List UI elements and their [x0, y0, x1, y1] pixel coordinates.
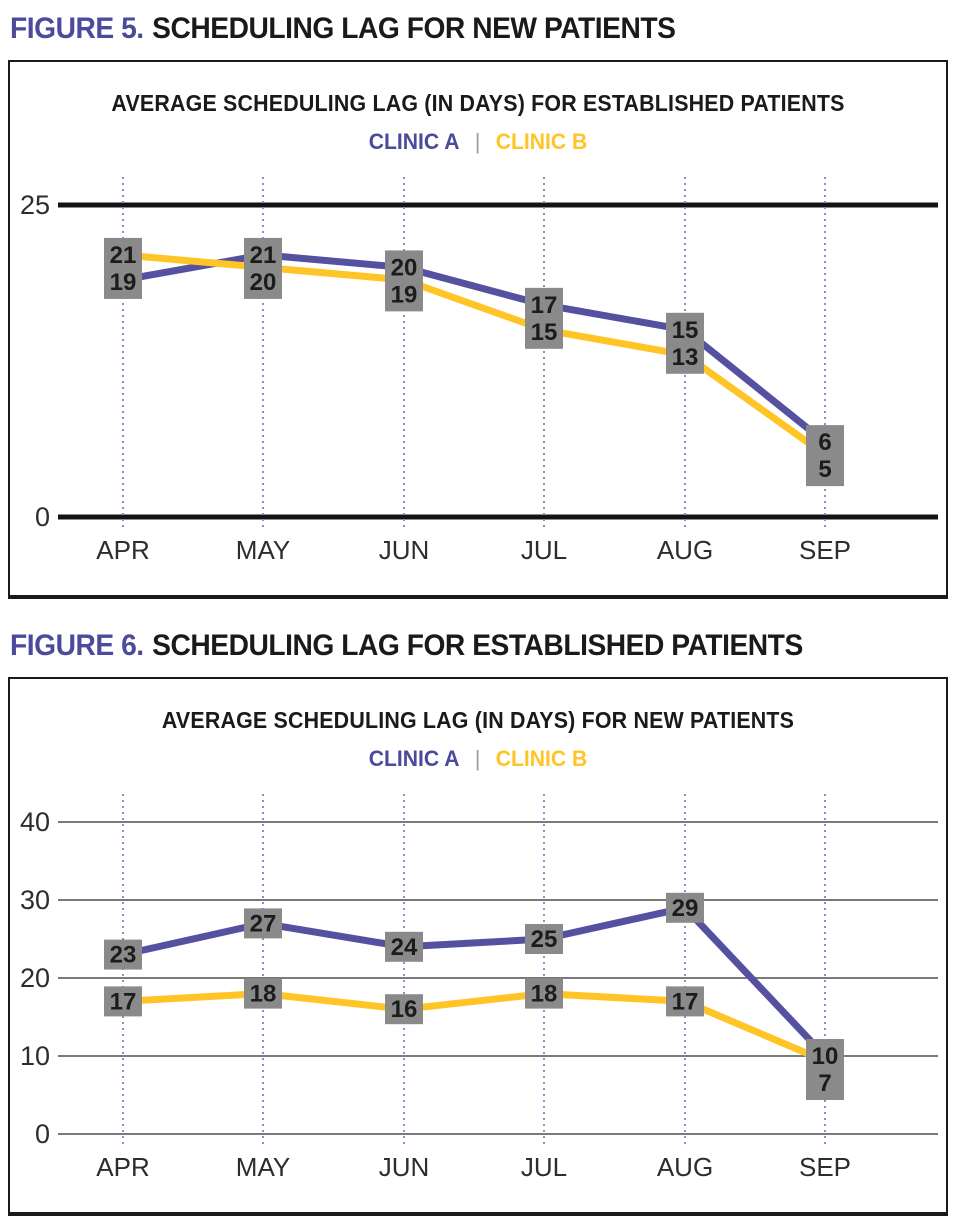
svg-text:6: 6: [818, 429, 831, 456]
svg-text:18: 18: [531, 981, 558, 1008]
svg-text:SEP: SEP: [799, 535, 851, 565]
legend-clinic-b: CLINIC B: [495, 129, 588, 154]
figure-6-number: FIGURE 6.: [10, 629, 144, 662]
svg-text:AUG: AUG: [657, 535, 713, 565]
figure-6-chart-title: AVERAGE SCHEDULING LAG (IN DAYS) FOR NEW…: [161, 707, 795, 733]
svg-text:5: 5: [818, 456, 831, 483]
svg-text:21: 21: [250, 242, 277, 269]
svg-text:16: 16: [391, 996, 418, 1023]
svg-text:17: 17: [110, 988, 137, 1015]
legend-clinic-a: CLINIC A: [368, 129, 460, 154]
figure-5-title: SCHEDULING LAG FOR NEW PATIENTS: [152, 12, 676, 45]
svg-text:17: 17: [531, 292, 558, 319]
legend-separator: |: [474, 129, 481, 154]
svg-text:19: 19: [110, 269, 137, 296]
svg-text:15: 15: [672, 317, 699, 344]
svg-text:15: 15: [531, 319, 558, 346]
figure-5-heading: FIGURE 5. SCHEDULING LAG FOR NEW PATIENTS: [10, 12, 892, 46]
svg-text:21: 21: [110, 242, 137, 269]
figure-6: FIGURE 6. SCHEDULING LAG FOR ESTABLISHED …: [8, 629, 948, 1216]
legend-clinic-b: CLINIC B: [495, 746, 588, 771]
svg-text:19: 19: [391, 281, 418, 308]
svg-text:SEP: SEP: [799, 1152, 851, 1182]
svg-text:JUL: JUL: [521, 535, 567, 565]
svg-text:13: 13: [672, 344, 699, 371]
svg-text:25: 25: [531, 926, 558, 953]
svg-text:10: 10: [812, 1043, 839, 1070]
figure-5: FIGURE 5. SCHEDULING LAG FOR NEW PATIENTS…: [8, 12, 948, 599]
figure-5-number: FIGURE 5.: [10, 12, 144, 45]
svg-text:25: 25: [20, 190, 50, 220]
svg-text:10: 10: [20, 1041, 50, 1071]
svg-text:20: 20: [391, 254, 418, 281]
svg-text:30: 30: [20, 885, 50, 915]
svg-text:APR: APR: [96, 535, 149, 565]
svg-text:29: 29: [672, 895, 699, 922]
svg-text:0: 0: [35, 1119, 50, 1149]
figure-5-legend: CLINIC A | CLINIC B: [29, 129, 928, 155]
svg-text:AUG: AUG: [657, 1152, 713, 1182]
svg-text:MAY: MAY: [236, 535, 290, 565]
figure-6-plot: 40 30 20 10 0 APR MAY JUN JUL AUG SEP 23 17 27 18 24 16 2…: [20, 794, 938, 1182]
svg-text:7: 7: [818, 1070, 831, 1097]
legend-clinic-a: CLINIC A: [368, 746, 460, 771]
svg-text:JUN: JUN: [379, 535, 430, 565]
svg-text:18: 18: [250, 981, 277, 1008]
figure-6-title: SCHEDULING LAG FOR ESTABLISHED PATIENTS: [152, 629, 803, 662]
figure-gap: [8, 615, 948, 625]
figure-6-chart-panel: AVERAGE SCHEDULING LAG (IN DAYS) FOR NEW…: [8, 677, 948, 1216]
figure-6-heading: FIGURE 6. SCHEDULING LAG FOR ESTABLISHED …: [10, 629, 892, 663]
svg-text:17: 17: [672, 988, 699, 1015]
svg-text:APR: APR: [96, 1152, 149, 1182]
svg-text:40: 40: [20, 807, 50, 837]
svg-text:0: 0: [35, 502, 50, 532]
legend-separator: |: [474, 746, 481, 771]
svg-text:MAY: MAY: [236, 1152, 290, 1182]
svg-text:24: 24: [391, 934, 418, 961]
figure-5-chart-title: AVERAGE SCHEDULING LAG (IN DAYS) FOR EST…: [111, 90, 845, 116]
figure-6-legend: CLINIC A | CLINIC B: [29, 746, 928, 772]
svg-text:JUL: JUL: [521, 1152, 567, 1182]
svg-text:20: 20: [250, 269, 277, 296]
svg-text:JUN: JUN: [379, 1152, 430, 1182]
svg-text:20: 20: [20, 963, 50, 993]
figure-5-chart-panel: AVERAGE SCHEDULING LAG (IN DAYS) FOR EST…: [8, 60, 948, 599]
svg-text:23: 23: [110, 942, 137, 969]
svg-text:27: 27: [250, 910, 277, 937]
